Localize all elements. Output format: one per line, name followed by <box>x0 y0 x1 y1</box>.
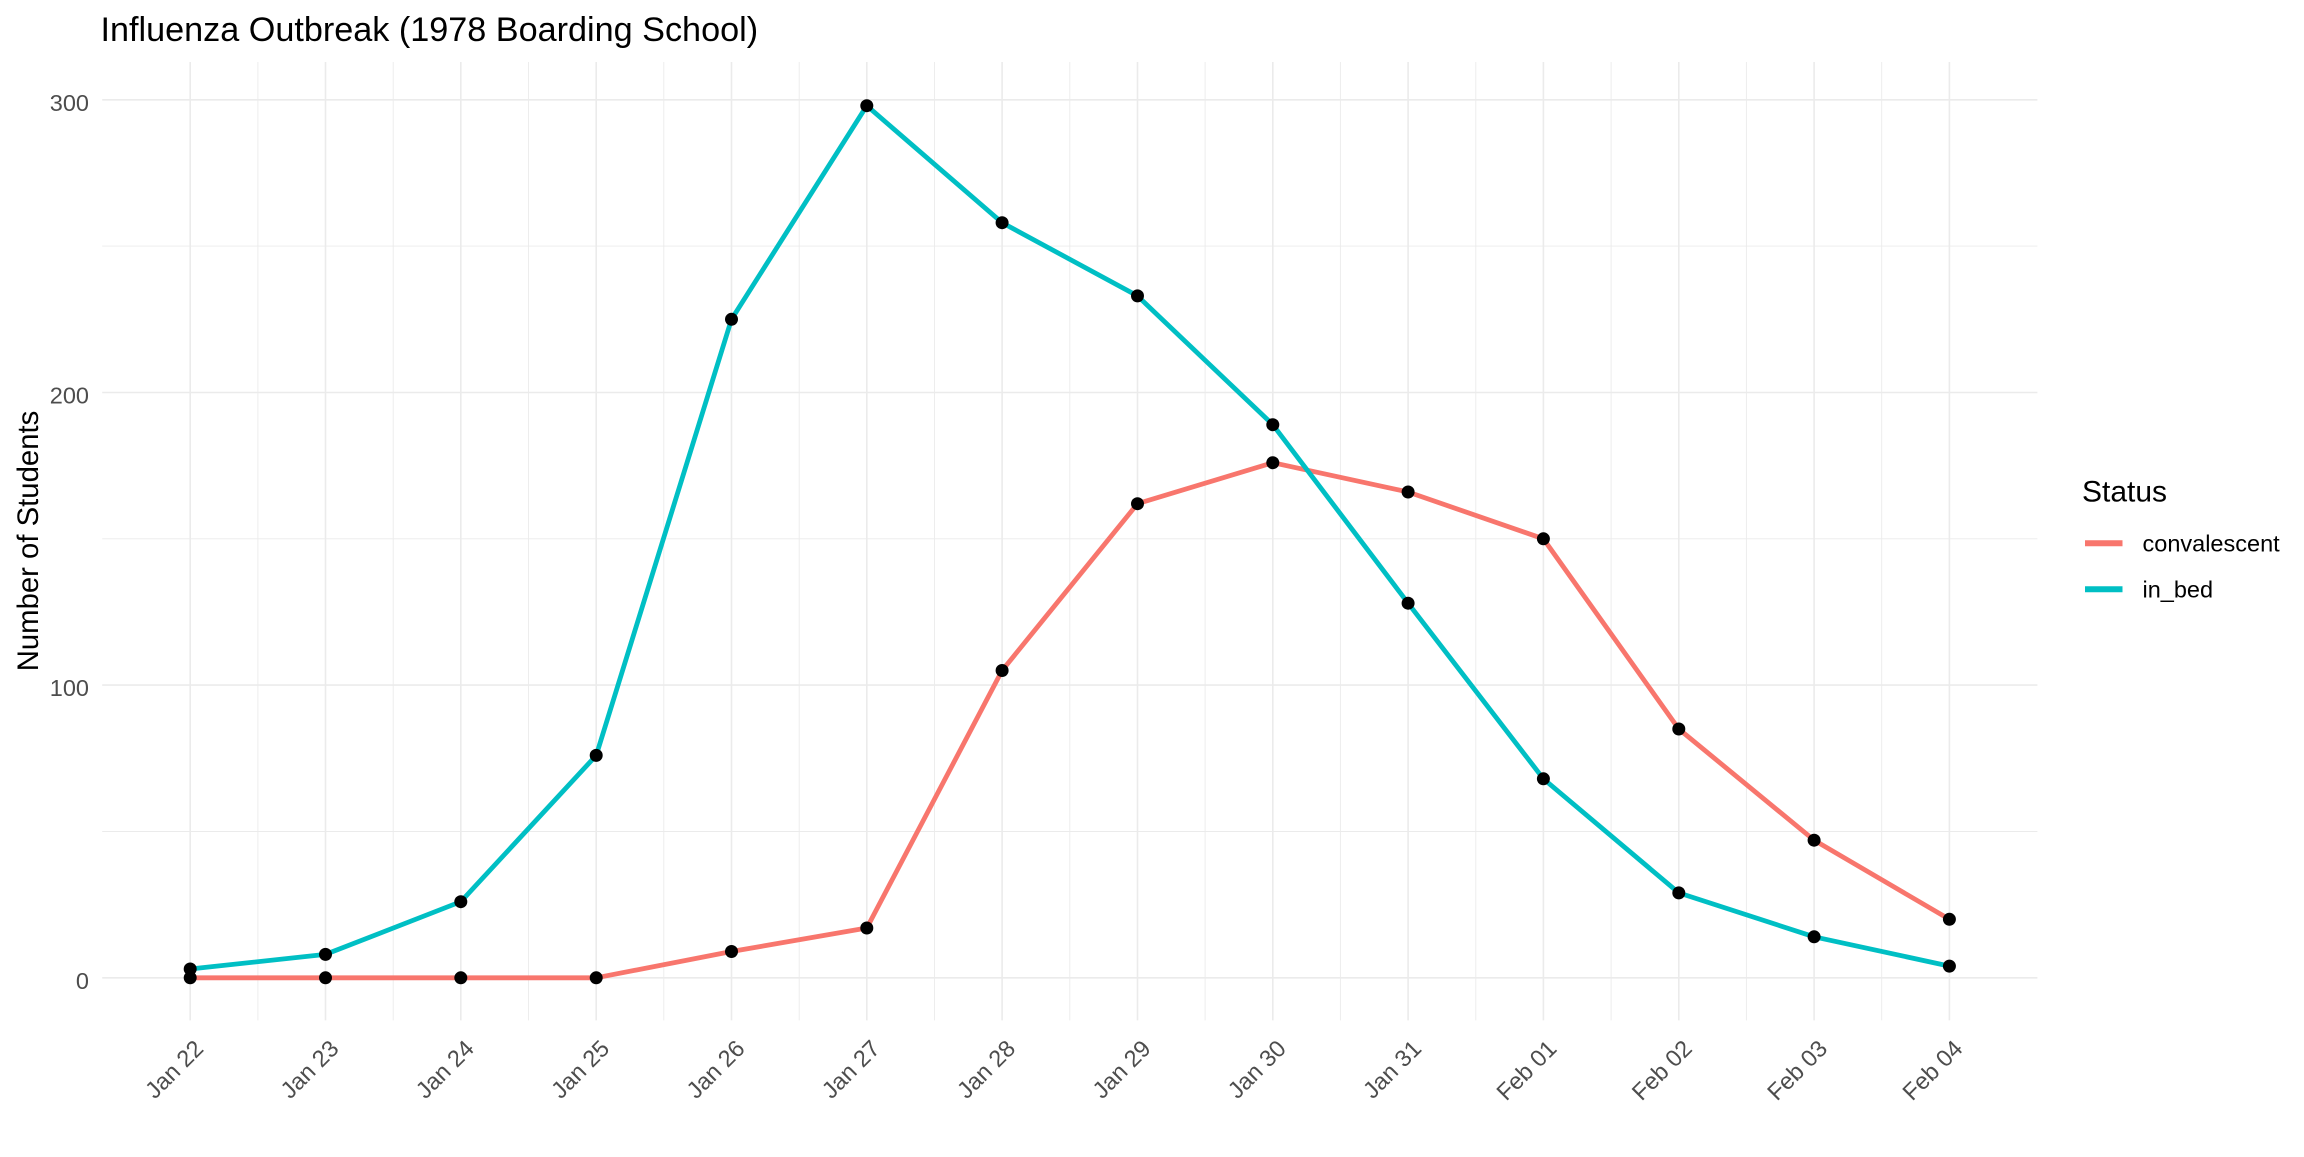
svg-text:convalescent: convalescent <box>2143 530 2281 556</box>
svg-text:0: 0 <box>76 968 89 994</box>
svg-text:Number of Students: Number of Students <box>12 411 45 672</box>
svg-text:in_bed: in_bed <box>2143 576 2214 602</box>
svg-text:Influenza Outbreak (1978 Board: Influenza Outbreak (1978 Boarding School… <box>101 11 759 49</box>
svg-text:300: 300 <box>50 90 89 116</box>
svg-text:100: 100 <box>50 675 89 701</box>
svg-text:200: 200 <box>50 383 89 409</box>
svg-text:Status: Status <box>2082 476 2167 509</box>
